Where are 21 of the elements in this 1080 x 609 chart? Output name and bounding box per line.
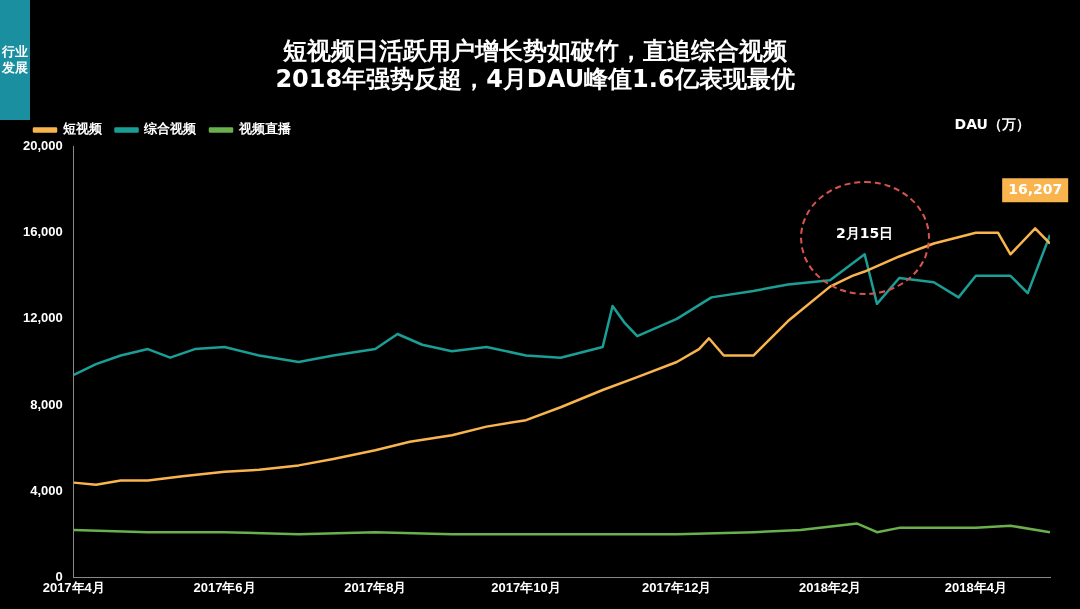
annotation: 16,207 (1008, 180, 1063, 197)
y-tick-label: 8,000 (30, 396, 63, 412)
y-tick-label: 16,000 (23, 224, 63, 240)
chart-title: 短视频日活跃用户增长势如破竹，直追综合视频 (282, 36, 788, 65)
y-tick-label: 12,000 (23, 310, 63, 326)
x-tick-label: 2017年8月 (344, 579, 407, 595)
legend-label: 短视频 (61, 121, 103, 137)
y-axis-title: DAU（万） (954, 116, 1030, 133)
legend-label: 综合视频 (143, 121, 197, 137)
x-tick-label: 2018年4月 (944, 579, 1007, 595)
x-tick-label: 2018年2月 (798, 579, 862, 595)
x-tick-label: 2017年12月 (642, 579, 712, 595)
y-tick-label: 4,000 (30, 482, 63, 498)
chart-subtitle: 2018年强势反超，4月DAU峰值1.6亿表现最优 (275, 65, 795, 94)
text: 行业发展 (0, 0, 30, 120)
x-tick-label: 2017年10月 (491, 579, 561, 595)
y-tick-label: 20,000 (23, 138, 63, 154)
annotation: 2月15日 (836, 224, 894, 241)
legend-label: 视频直播 (237, 121, 292, 137)
x-tick-label: 2017年6月 (193, 579, 256, 595)
y-tick-label: 0 (55, 568, 63, 584)
